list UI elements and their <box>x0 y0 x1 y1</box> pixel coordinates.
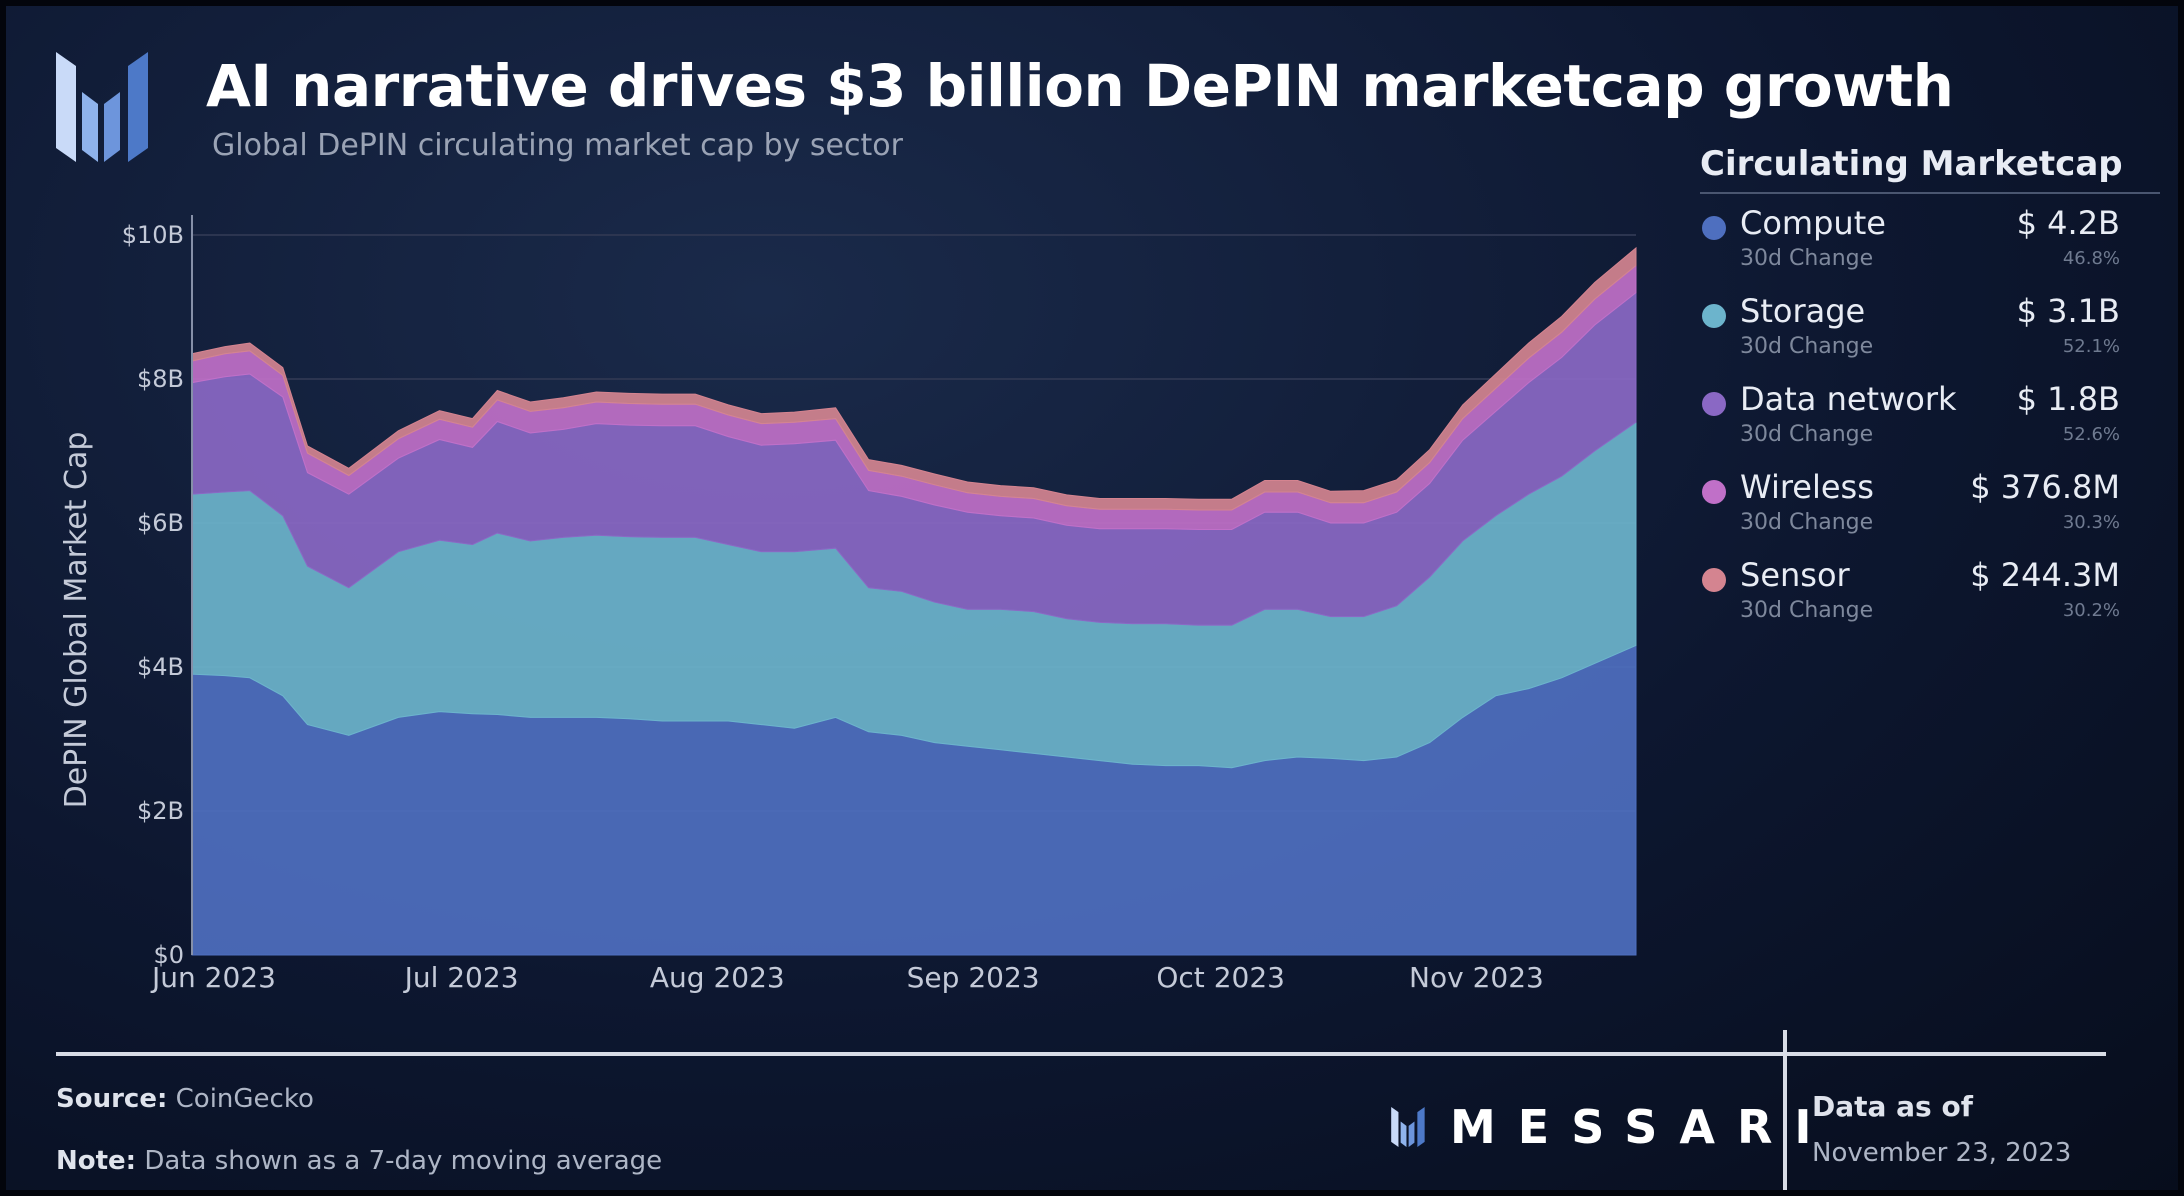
legend-item-data-network: Data network $ 1.8B 30d Change 52.6% <box>1700 370 2160 458</box>
messari-mark-icon <box>1391 1107 1425 1147</box>
x-tick-label: Oct 2023 <box>1156 961 1285 994</box>
data-as-of-date: November 23, 2023 <box>1812 1138 2072 1168</box>
y-tick-label: $4B <box>137 653 184 681</box>
legend-item-storage: Storage $ 3.1B 30d Change 52.1% <box>1700 282 2160 370</box>
legend: Circulating Marketcap Compute $ 4.2B 30d C… <box>1700 144 2160 634</box>
legend-value: $ 376.8M <box>1970 468 2120 506</box>
footer-divider <box>56 1052 2106 1056</box>
data-as-of-label: Data as of <box>1812 1090 1973 1123</box>
legend-change: 52.6% <box>2062 424 2120 445</box>
legend-value: $ 1.8B <box>2016 380 2120 418</box>
legend-change: 30.2% <box>2062 600 2120 621</box>
legend-name: Storage <box>1740 292 1866 330</box>
x-tick-label: Nov 2023 <box>1409 961 1544 994</box>
legend-name: Wireless <box>1740 468 1874 506</box>
legend-name: Data network <box>1740 380 1957 418</box>
messari-logo-icon <box>56 52 148 162</box>
area-series <box>191 246 1637 956</box>
legend-dot <box>1702 480 1726 504</box>
x-tick-label: Sep 2023 <box>907 961 1040 994</box>
legend-change: 52.1% <box>2062 336 2120 357</box>
messari-brand: MESSARI <box>1390 1100 1834 1154</box>
note-value: Data shown as a 7-day moving average <box>144 1146 663 1176</box>
legend-value: $ 244.3M <box>1970 556 2120 594</box>
legend-dot <box>1702 568 1726 592</box>
legend-item-sensor: Sensor $ 244.3M 30d Change 30.2% <box>1700 546 2160 634</box>
legend-change: 30.3% <box>2062 512 2120 533</box>
y-tick-label: $6B <box>137 509 184 537</box>
y-tick-label: $0 <box>153 941 184 969</box>
messari-wordmark: MESSARI <box>1450 1100 1834 1154</box>
note-label: Note: <box>56 1146 137 1176</box>
legend-value: $ 3.1B <box>2016 292 2120 330</box>
x-tick-label: Jul 2023 <box>403 961 519 994</box>
area-sensor <box>191 246 1637 511</box>
legend-items: Compute $ 4.2B 30d Change 46.8% Storage $ 3.1… <box>1700 194 2160 634</box>
y-tick-label: $8B <box>137 365 184 393</box>
legend-name: Compute <box>1740 204 1886 242</box>
legend-sub-label: 30d Change <box>1740 246 1874 271</box>
legend-sub-label: 30d Change <box>1740 334 1874 359</box>
legend-dot <box>1702 216 1726 240</box>
note-line: Note: Data shown as a 7-day moving avera… <box>56 1146 662 1176</box>
x-tick-label: Jun 2023 <box>150 961 276 994</box>
legend-sub-label: 30d Change <box>1740 510 1874 535</box>
legend-sub-label: 30d Change <box>1740 598 1874 623</box>
stacked-area-chart: $0 $2B $4B $6B $8B $10B Jun 2023 Jul 2023 Aug 2… <box>59 215 1637 994</box>
source-value: CoinGecko <box>175 1084 314 1114</box>
y-tick-labels: $0 $2B $4B $6B $8B $10B <box>122 221 184 969</box>
x-tick-labels: Jun 2023 Jul 2023 Aug 2023 Sep 2023 Oct 2023… <box>150 961 1544 994</box>
y-tick-label: $10B <box>122 221 184 249</box>
footer-vertical-divider <box>1783 1030 1787 1190</box>
chart-subtitle: Global DePIN circulating market cap by s… <box>212 128 903 163</box>
y-tick-label: $2B <box>137 797 184 825</box>
legend-name: Sensor <box>1740 556 1850 594</box>
legend-item-wireless: Wireless $ 376.8M 30d Change 30.3% <box>1700 458 2160 546</box>
legend-title: Circulating Marketcap <box>1700 144 2160 194</box>
legend-sub-label: 30d Change <box>1740 422 1874 447</box>
legend-change: 46.8% <box>2062 248 2120 269</box>
legend-dot <box>1702 304 1726 328</box>
x-tick-label: Aug 2023 <box>650 961 785 994</box>
legend-dot <box>1702 392 1726 416</box>
source-label: Source: <box>56 1084 168 1114</box>
y-axis-label: DePIN Global Market Cap <box>59 432 94 809</box>
legend-value: $ 4.2B <box>2016 204 2120 242</box>
chart-title: AI narrative drives $3 billion DePIN mar… <box>206 52 1954 120</box>
source-line: Source: CoinGecko <box>56 1084 314 1114</box>
legend-item-compute: Compute $ 4.2B 30d Change 46.8% <box>1700 194 2160 282</box>
